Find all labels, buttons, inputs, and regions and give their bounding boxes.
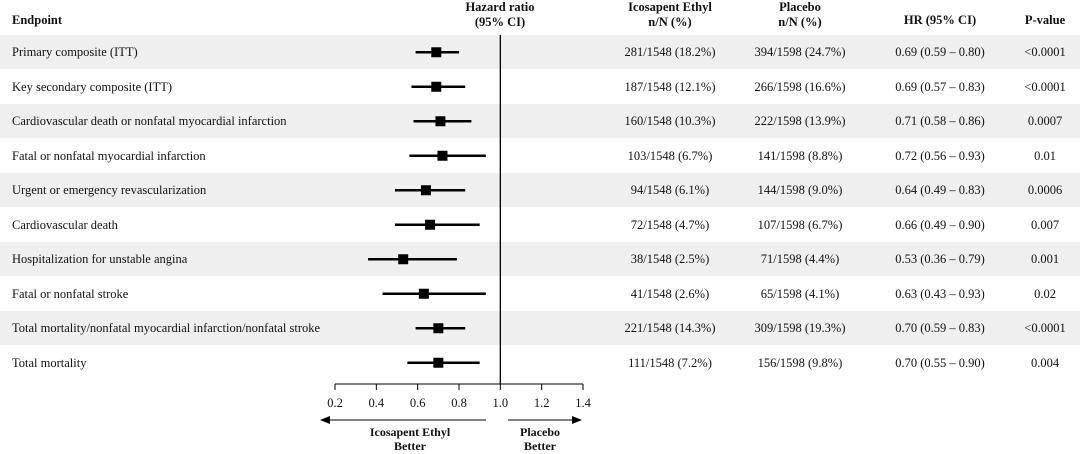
endpoint-cell: Hospitalization for unstable angina (12, 252, 188, 266)
p-value-cell: 0.004 (1030, 355, 1060, 370)
header-placebo-line2: n/N (%) (778, 15, 822, 29)
icosapent-cell: 103/1548 (6.7%) (627, 148, 713, 163)
point-estimate (420, 185, 431, 196)
p-value-cell: 0.0007 (1027, 114, 1063, 128)
table-row: Key secondary composite (ITT) 187/1548 (1… (0, 70, 1080, 104)
endpoint-cell: Cardiovascular death (12, 217, 118, 232)
endpoint-cell: Key secondary composite (ITT) (12, 79, 173, 94)
point-estimate (437, 150, 448, 161)
point-estimate (433, 323, 444, 334)
placebo-cell: 141/1598 (8.8%) (757, 148, 843, 163)
right-arrow-head (572, 416, 582, 424)
footer-right-line2: Better (524, 439, 556, 453)
placebo-cell: 394/1598 (24.7%) (754, 45, 846, 59)
footer-left-line1: Icosapent Ethyl (369, 425, 451, 439)
endpoint-cell: Urgent or emergency revascularization (12, 183, 207, 197)
p-value-cell: 0.01 (1034, 148, 1056, 163)
p-value-cell: <0.0001 (1024, 45, 1066, 59)
endpoint-cell: Cardiovascular death or nonfatal myocard… (12, 114, 287, 128)
endpoint-cell: Fatal or nonfatal myocardial infarction (12, 148, 206, 163)
header-icosapent: Icosapent Ethyl n/N (%) (600, 0, 740, 30)
placebo-cell: 156/1598 (9.8%) (757, 355, 843, 370)
point-estimate (418, 288, 429, 299)
icosapent-cell: 41/1548 (2.6%) (630, 286, 710, 301)
table-row: Cardiovascular death 72/1548 (4.7%) 107/15… (0, 208, 1080, 242)
hr-ci-cell: 0.66 (0.49 – 0.90) (895, 217, 985, 232)
placebo-cell: 144/1598 (9.0%) (757, 183, 843, 197)
table-row: Primary composite (ITT) 281/1548 (18.2%) 3… (0, 35, 1080, 69)
endpoint-cell: Total mortality/nonfatal myocardial infa… (12, 321, 321, 335)
hr-ci-cell: 0.64 (0.49 – 0.83) (895, 183, 985, 197)
point-estimate (435, 116, 446, 127)
hr-ci-cell: 0.72 (0.56 – 0.93) (895, 148, 985, 163)
header-placebo: Placebo n/N (%) (730, 0, 870, 30)
placebo-cell: 71/1598 (4.4%) (760, 252, 840, 266)
table-row: Urgent or emergency revascularization 94/… (0, 173, 1080, 207)
header-hazard-ratio-line2: (95% CI) (474, 15, 526, 29)
placebo-cell: 222/1598 (13.9%) (754, 114, 846, 128)
icosapent-cell: 38/1548 (2.5%) (630, 252, 710, 266)
p-value-cell: <0.0001 (1024, 79, 1066, 94)
hr-ci-cell: 0.63 (0.43 – 0.93) (895, 286, 985, 301)
hr-ci-cell: 0.70 (0.59 – 0.83) (895, 321, 985, 335)
header-p-value: P-value (1024, 13, 1066, 27)
x-tick-label: 0.6 (410, 396, 426, 410)
p-value-cell: 0.007 (1030, 217, 1060, 232)
hr-ci-cell: 0.69 (0.59 – 0.80) (895, 45, 985, 59)
hr-ci-cell: 0.70 (0.55 – 0.90) (895, 355, 985, 370)
p-value-cell: 0.001 (1030, 252, 1060, 266)
table-row: Cardiovascular death or nonfatal myocard… (0, 104, 1080, 138)
header-endpoint: Endpoint (12, 13, 63, 27)
icosapent-cell: 94/1548 (6.1%) (630, 183, 710, 197)
table-row: Hospitalization for unstable angina 38/15… (0, 242, 1080, 276)
table-row: Fatal or nonfatal myocardial infarction 1… (0, 139, 1080, 173)
hr-ci-cell: 0.53 (0.36 – 0.79) (895, 252, 985, 266)
icosapent-cell: 281/1548 (18.2%) (624, 45, 716, 59)
endpoint-cell: Total mortality (12, 355, 87, 370)
header-hazard-ratio-line1: Hazard ratio (465, 0, 535, 14)
header-icosapent-line2: n/N (%) (648, 15, 692, 29)
icosapent-cell: 160/1548 (10.3%) (624, 114, 716, 128)
icosapent-cell: 111/1548 (7.2%) (628, 355, 712, 370)
point-estimate (433, 357, 444, 368)
table-row: Fatal or nonfatal stroke 41/1548 (2.6%) 65… (0, 277, 1080, 311)
p-value-cell: 0.02 (1034, 286, 1056, 301)
hr-ci-cell: 0.69 (0.57 – 0.83) (895, 79, 985, 94)
header-hazard-ratio: Hazard ratio (95% CI) (420, 0, 580, 30)
x-tick-label: 1.0 (493, 396, 509, 410)
icosapent-cell: 187/1548 (12.1%) (624, 79, 716, 94)
header-hr-ci: HR (95% CI) (903, 13, 977, 27)
point-estimate (398, 254, 409, 265)
point-estimate (431, 47, 442, 58)
placebo-cell: 107/1598 (6.7%) (757, 217, 843, 232)
footer-right-label: Placebo Better (500, 425, 580, 453)
x-tick-label: 0.4 (369, 396, 385, 410)
footer-right-line1: Placebo (520, 425, 560, 439)
x-tick-label: 1.2 (534, 396, 550, 410)
table-row: Total mortality 111/1548 (7.2%) 156/1598 (… (0, 346, 1080, 380)
endpoint-cell: Primary composite (ITT) (12, 45, 138, 59)
table-row: Total mortality/nonfatal myocardial infa… (0, 311, 1080, 345)
left-arrow-head (320, 416, 330, 424)
point-estimate (431, 81, 442, 92)
placebo-cell: 266/1598 (16.6%) (754, 79, 846, 94)
header-placebo-line1: Placebo (779, 0, 821, 14)
endpoint-cell: Fatal or nonfatal stroke (12, 286, 129, 301)
header-icosapent-line1: Icosapent Ethyl (628, 0, 712, 14)
placebo-cell: 309/1598 (19.3%) (754, 321, 846, 335)
placebo-cell: 65/1598 (4.1%) (760, 286, 840, 301)
point-estimate (425, 219, 436, 230)
hr-ci-cell: 0.71 (0.58 – 0.86) (895, 114, 985, 128)
p-value-cell: <0.0001 (1024, 321, 1066, 335)
footer-left-label: Icosapent Ethyl Better (340, 425, 480, 453)
icosapent-cell: 72/1548 (4.7%) (630, 217, 710, 232)
x-tick-label: 1.4 (575, 396, 591, 410)
x-tick-label: 0.8 (451, 396, 467, 410)
footer-left-line2: Better (394, 439, 426, 453)
p-value-cell: 0.0006 (1027, 183, 1063, 197)
x-tick-label: 0.2 (327, 396, 343, 410)
icosapent-cell: 221/1548 (14.3%) (624, 321, 716, 335)
